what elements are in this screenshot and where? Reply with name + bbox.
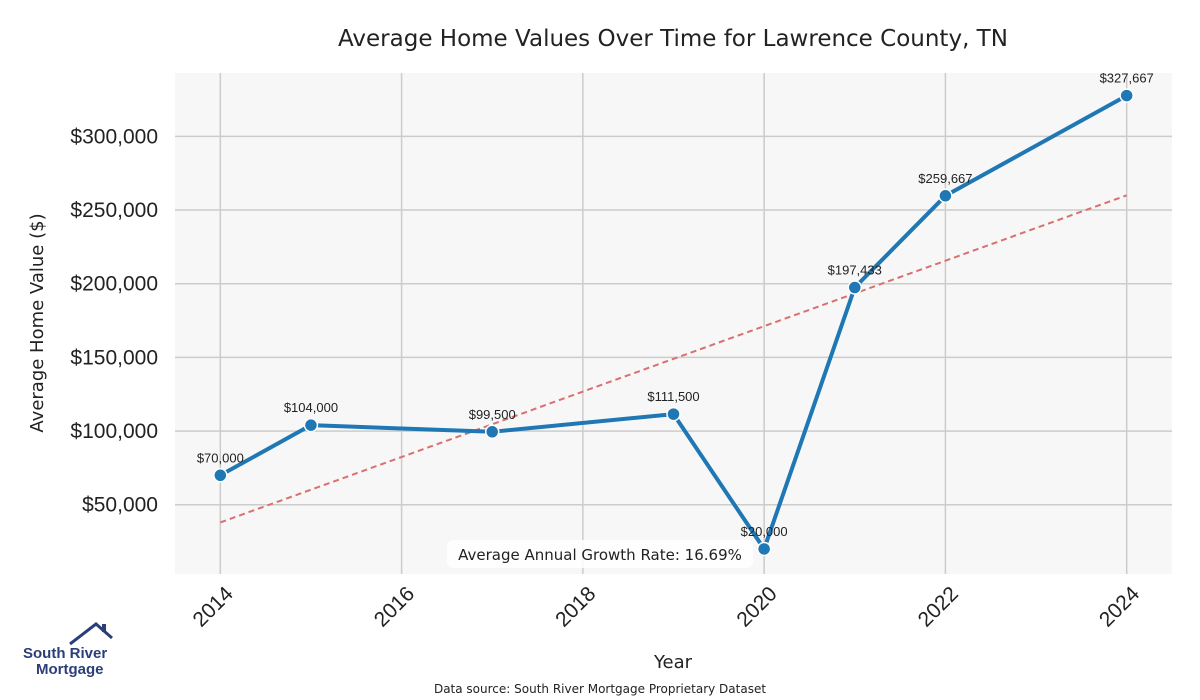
y-axis-title: Average Home Value ($) bbox=[27, 213, 48, 432]
logo: South River Mortgage bbox=[20, 620, 120, 682]
growth-rate-text: Average Annual Growth Rate: 16.69% bbox=[458, 546, 742, 564]
logo-line-1: South River bbox=[23, 645, 108, 662]
x-tick-label: 2018 bbox=[551, 582, 600, 631]
data-point bbox=[938, 188, 953, 204]
chart-title: Average Home Values Over Time for Lawren… bbox=[338, 26, 1008, 52]
data-source-note: Data source: South River Mortgage Propri… bbox=[434, 682, 766, 696]
data-label: $99,500 bbox=[469, 407, 516, 422]
x-tick-label: 2024 bbox=[1095, 582, 1145, 632]
plot-area bbox=[175, 73, 1172, 574]
data-point bbox=[756, 541, 772, 557]
data-label: $20,000 bbox=[741, 524, 788, 539]
y-tick-label: $100,000 bbox=[70, 420, 158, 443]
data-point bbox=[303, 417, 319, 433]
data-label: $259,667 bbox=[918, 171, 972, 186]
data-label: $70,000 bbox=[197, 450, 244, 465]
y-tick-label: $50,000 bbox=[82, 494, 158, 517]
data-label: $197,433 bbox=[828, 262, 882, 277]
data-point bbox=[847, 280, 863, 295]
x-tick-label: 2016 bbox=[370, 582, 419, 631]
growth-rate-annotation: Average Annual Growth Rate: 16.69% bbox=[447, 540, 753, 568]
grid bbox=[175, 73, 1172, 574]
series-line bbox=[219, 93, 1128, 551]
y-tick-label: $150,000 bbox=[70, 346, 158, 369]
data-label: $111,500 bbox=[647, 389, 699, 404]
x-axis: 2014 2016 2018 2020 2022 2024 bbox=[189, 582, 1145, 632]
y-tick-label: $300,000 bbox=[70, 125, 158, 148]
data-label: $104,000 bbox=[284, 400, 338, 415]
x-axis-title: Year bbox=[653, 652, 693, 673]
trend-line bbox=[219, 194, 1128, 524]
x-tick-label: 2020 bbox=[732, 582, 781, 631]
data-point bbox=[1119, 88, 1134, 103]
y-axis: $50,000 $100,000 $150,000 $200,000 $250,000 $… bbox=[70, 125, 158, 516]
data-point bbox=[666, 406, 681, 422]
x-tick-label: 2014 bbox=[189, 582, 239, 632]
house-icon bbox=[69, 622, 113, 646]
y-tick-label: $250,000 bbox=[70, 199, 158, 222]
data-point bbox=[484, 424, 500, 440]
data-labels: $70,000 $104,000 $99,500 $111,500 $20,000 $19… bbox=[197, 71, 1154, 539]
data-points bbox=[213, 88, 1134, 557]
data-point bbox=[213, 468, 228, 483]
logo-line-2: Mortgage bbox=[36, 661, 104, 678]
data-label: $327,667 bbox=[1100, 71, 1154, 86]
y-tick-label: $200,000 bbox=[70, 273, 158, 296]
x-tick-label: 2022 bbox=[914, 582, 963, 631]
